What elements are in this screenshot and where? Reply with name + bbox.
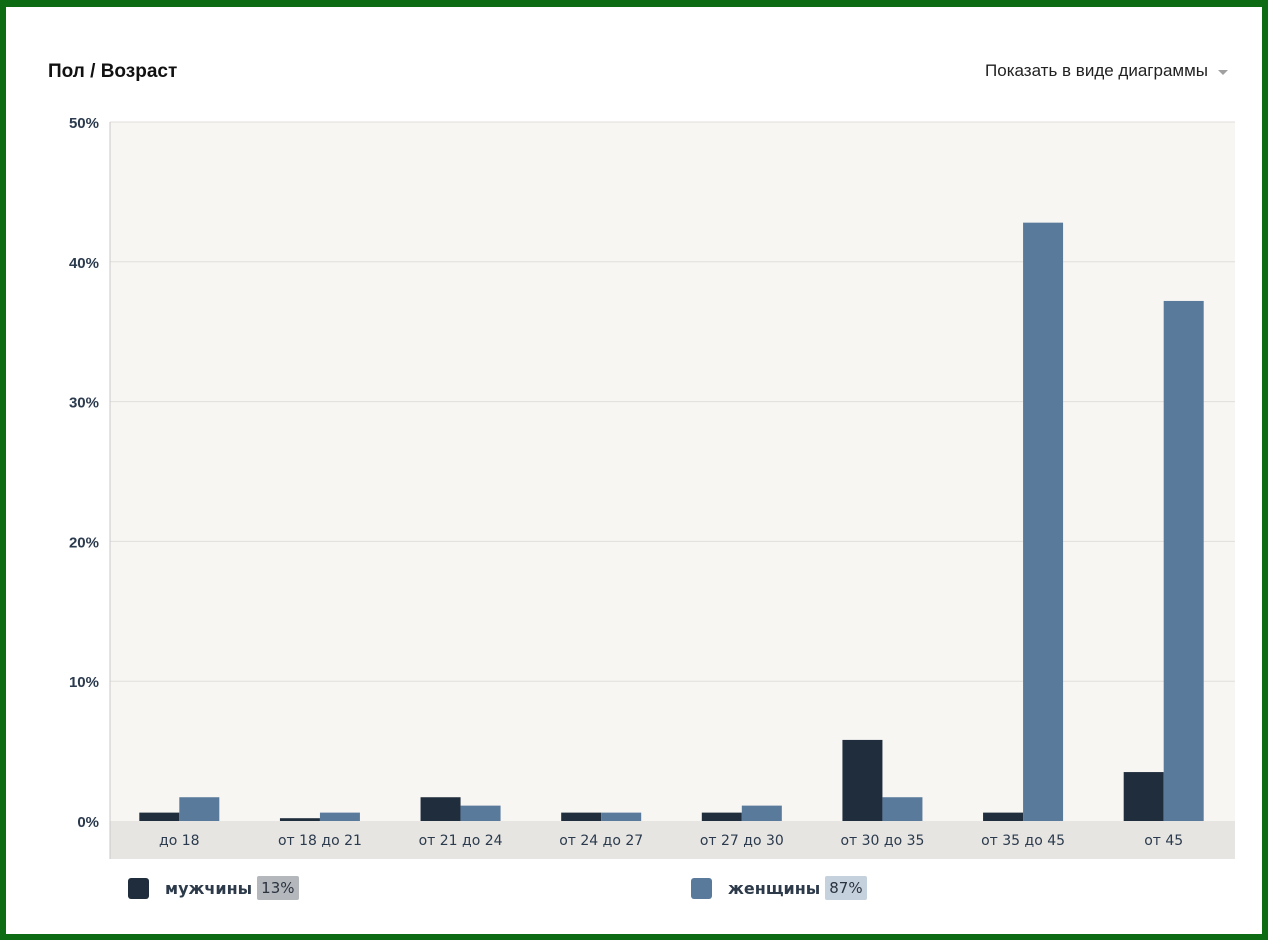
legend-item-men[interactable]: мужчины 13% bbox=[128, 876, 299, 900]
y-tick-label: 20% bbox=[69, 534, 99, 551]
y-tick-label: 30% bbox=[69, 395, 99, 412]
x-tick-label: от 21 до 24 bbox=[419, 833, 503, 849]
x-tick-label: от 24 до 27 bbox=[559, 833, 643, 849]
x-tick-label: от 27 до 30 bbox=[700, 833, 784, 849]
legend-swatch-men bbox=[128, 877, 149, 899]
bar-women bbox=[882, 797, 923, 821]
bar-men bbox=[983, 812, 1024, 821]
y-tick-label: 0% bbox=[77, 814, 99, 831]
x-tick-label: от 35 до 45 bbox=[981, 833, 1065, 849]
bar-women bbox=[460, 805, 501, 821]
bar-men bbox=[139, 812, 180, 821]
bar-women bbox=[1163, 300, 1204, 822]
legend-label-men: мужчины bbox=[165, 878, 253, 898]
x-axis-band bbox=[110, 821, 1235, 859]
y-tick-label: 50% bbox=[69, 115, 99, 132]
legend-percent-women: 87% bbox=[825, 876, 867, 900]
bar-men bbox=[561, 812, 602, 821]
legend-item-women[interactable]: женщины 87% bbox=[691, 876, 867, 900]
x-tick-label: от 30 до 35 bbox=[840, 833, 924, 849]
y-tick-label: 10% bbox=[69, 674, 99, 691]
bar-men bbox=[701, 812, 742, 821]
view-mode-dropdown[interactable]: Показать в виде диаграммы bbox=[985, 61, 1228, 81]
legend-percent-men: 13% bbox=[257, 876, 299, 900]
bar-women bbox=[741, 805, 782, 821]
plot-area bbox=[110, 122, 1235, 821]
y-tick-label: 40% bbox=[69, 255, 99, 272]
bar-men bbox=[279, 818, 320, 821]
chevron-down-icon bbox=[1218, 70, 1228, 75]
bar-women bbox=[1023, 222, 1064, 821]
bar-men bbox=[420, 797, 461, 821]
legend-swatch-women bbox=[691, 877, 712, 899]
view-mode-label: Показать в виде диаграммы bbox=[985, 61, 1208, 80]
bar-men bbox=[842, 739, 883, 821]
bar-men bbox=[1123, 772, 1164, 821]
x-tick-label: до 18 bbox=[159, 833, 200, 849]
x-tick-label: от 45 bbox=[1144, 833, 1183, 849]
bar-women bbox=[601, 812, 642, 821]
chart-title: Пол / Возраст bbox=[48, 61, 178, 82]
x-tick-label: от 18 до 21 bbox=[278, 833, 362, 849]
bar-women bbox=[319, 812, 360, 821]
legend-label-women: женщины bbox=[728, 878, 821, 898]
bar-women bbox=[179, 797, 220, 821]
